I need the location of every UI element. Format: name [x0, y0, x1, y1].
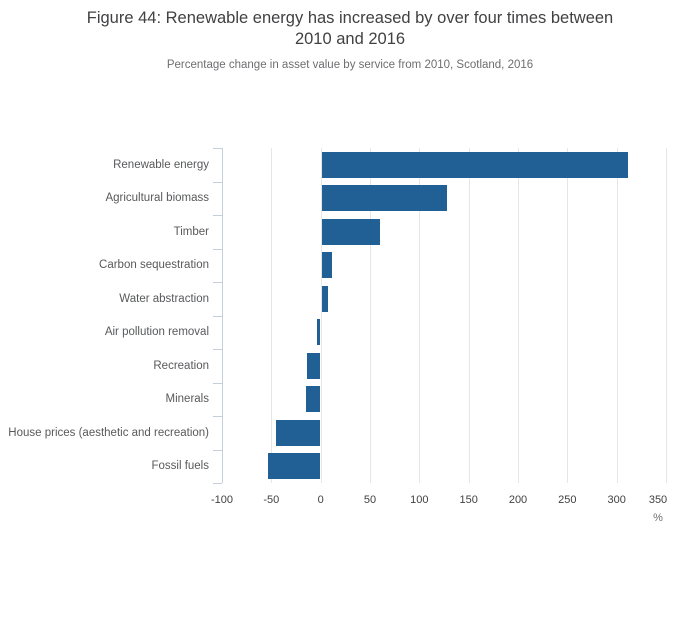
category-label: Timber — [173, 225, 209, 238]
x-tick-label: -50 — [263, 494, 280, 506]
y-axis-tick — [213, 449, 222, 451]
gridline — [518, 148, 519, 483]
x-tick-label: 350 — [648, 494, 668, 506]
x-tick-label: -100 — [210, 494, 234, 506]
gridline — [468, 148, 470, 483]
x-tick-label: 0 — [317, 494, 324, 506]
y-axis-tick — [213, 215, 222, 216]
category-label: Agricultural biomass — [105, 192, 209, 205]
y-axis-tick — [213, 483, 222, 484]
bar-agricultural-biomass — [321, 185, 447, 212]
bar-timber — [321, 218, 380, 245]
chart-title-line-2: 2010 and 2016 — [294, 30, 406, 48]
bar-renewable-energy — [321, 151, 629, 178]
category-label: Renewable energy — [113, 158, 209, 171]
y-axis-tick — [213, 282, 222, 283]
category-label: House prices (aesthetic and recreation) — [8, 426, 209, 439]
gridline — [567, 148, 569, 483]
y-axis-tick — [213, 181, 222, 183]
bar-air-pollution-removal — [316, 319, 320, 346]
x-tick-label: 100 — [410, 494, 429, 506]
y-axis-tick — [213, 382, 222, 384]
x-tick-label: 50 — [363, 494, 377, 506]
bar-minerals — [305, 386, 320, 413]
chart-title: Figure 44: Renewable energy has increase… — [35, 0, 665, 50]
x-tick-label: 150 — [459, 494, 478, 506]
bar-recreation — [306, 352, 320, 379]
gridline — [320, 148, 322, 483]
gridline — [370, 148, 371, 483]
y-axis-tick — [213, 416, 222, 417]
x-tick-label: 200 — [508, 494, 528, 506]
chart-title-line-1: Figure 44: Renewable energy has increase… — [86, 9, 614, 27]
gridline — [419, 148, 421, 483]
y-axis-line — [222, 148, 223, 483]
gridline — [616, 148, 618, 483]
chart-subtitle: Percentage change in asset value by serv… — [166, 59, 534, 71]
category-label: Air pollution removal — [104, 326, 209, 339]
bar-house-prices-aesthetic-and-recreation — [276, 419, 320, 446]
category-label: Fossil fuels — [151, 460, 209, 473]
y-axis-tick — [213, 248, 222, 250]
gridline — [271, 148, 273, 483]
category-label: Carbon sequestration — [99, 259, 209, 272]
y-axis-tick — [213, 315, 222, 317]
y-axis-tick — [213, 148, 222, 149]
y-axis-tick — [213, 349, 222, 350]
category-label: Minerals — [165, 393, 209, 406]
x-axis-unit-label: % — [653, 512, 663, 524]
bar-water-abstraction — [321, 285, 328, 312]
bar-carbon-sequestration — [321, 252, 332, 279]
gridline — [666, 148, 667, 483]
category-label: Water abstraction — [119, 292, 209, 305]
x-tick-label: 250 — [558, 494, 577, 506]
x-tick-label: 300 — [607, 494, 626, 506]
bar-fossil-fuels — [268, 453, 320, 480]
category-label: Recreation — [153, 359, 209, 372]
